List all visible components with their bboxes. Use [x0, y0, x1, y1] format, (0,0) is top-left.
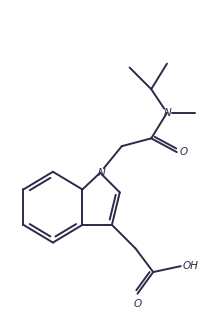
Text: OH: OH	[183, 261, 199, 271]
Text: O: O	[133, 299, 141, 309]
Text: O: O	[180, 147, 188, 157]
Text: N: N	[97, 168, 105, 178]
Text: N: N	[164, 108, 172, 118]
